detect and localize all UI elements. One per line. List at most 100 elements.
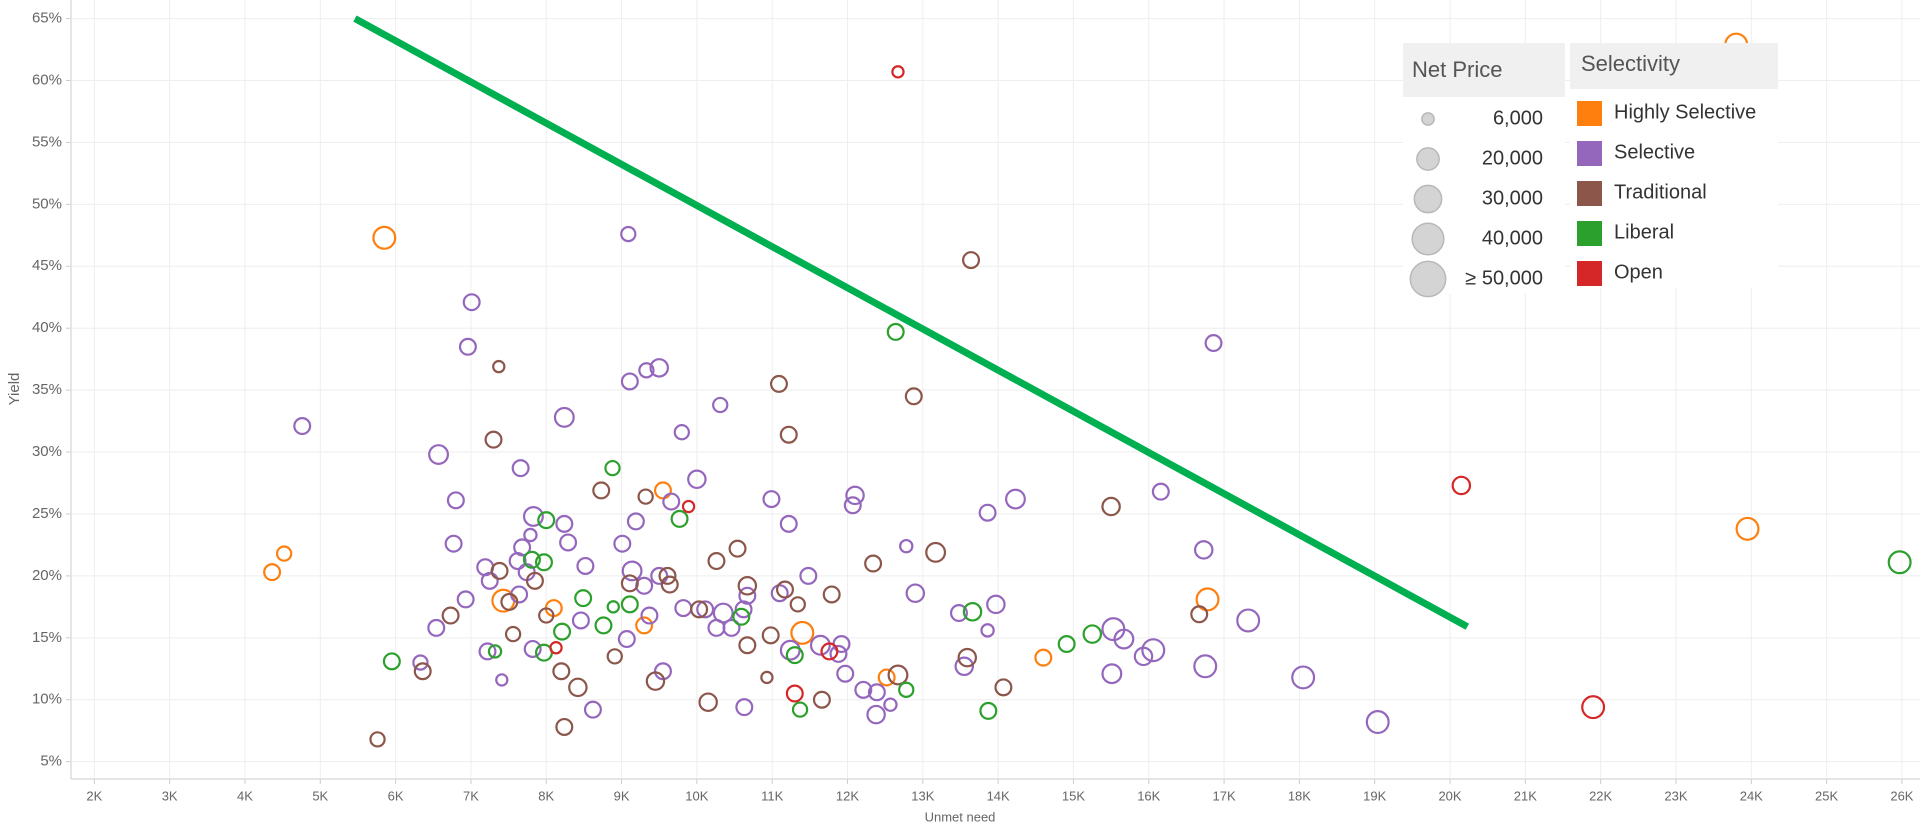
x-tick-label: 4K (237, 788, 253, 803)
data-point (845, 485, 865, 506)
size-legend-label: 30,000 (1482, 187, 1543, 209)
y-tick-label: 15% (32, 629, 62, 646)
y-tick-label: 20% (32, 567, 62, 584)
x-axis-title: Unmet need (925, 809, 996, 824)
data-point (553, 622, 572, 641)
data-point (980, 623, 995, 638)
data-point (637, 488, 654, 505)
x-tick-label: 13K (911, 788, 934, 803)
data-point (537, 511, 556, 530)
x-tick-label: 10K (685, 788, 708, 803)
data-point (770, 584, 789, 603)
data-point (994, 678, 1013, 697)
data-point (1204, 334, 1223, 353)
data-point (978, 503, 997, 522)
x-tick-label: 11K (761, 788, 783, 803)
data-point (620, 372, 639, 391)
legend-swatch (1577, 261, 1602, 286)
size-legend-circle (1411, 222, 1445, 256)
data-point (1195, 587, 1220, 612)
y-tick-label: 55% (32, 133, 62, 150)
data-point (1190, 605, 1209, 624)
x-tick-label: 3K (162, 788, 178, 803)
data-point (293, 417, 312, 436)
data-point (1141, 638, 1166, 663)
data-point (687, 469, 707, 490)
data-point (606, 648, 623, 665)
data-point (638, 362, 655, 379)
x-tick-label: 12K (836, 788, 859, 803)
data-point (891, 65, 905, 79)
y-axis-title: Yield (6, 373, 23, 406)
data-point (522, 505, 544, 527)
data-point (905, 583, 926, 603)
data-point (843, 496, 862, 515)
trend-line (353, 15, 1470, 630)
data-point (458, 337, 477, 356)
x-tick-label: 8K (538, 788, 554, 803)
data-point (738, 636, 757, 655)
data-point (538, 607, 555, 624)
data-point (620, 574, 639, 593)
data-point (986, 594, 1006, 615)
data-point (653, 481, 672, 500)
data-point (462, 293, 481, 312)
data-point (559, 533, 578, 552)
data-point (1365, 710, 1390, 735)
data-point (866, 704, 886, 725)
data-point (1101, 663, 1123, 685)
plot-area (263, 15, 1912, 748)
data-point (621, 560, 643, 582)
data-point (820, 642, 839, 661)
data-point (962, 251, 981, 270)
legend-label: Open (1614, 261, 1663, 283)
x-tick-label: 15K (1062, 788, 1085, 803)
data-point (696, 600, 715, 619)
data-point (673, 424, 690, 441)
x-tick-label: 25K (1815, 788, 1838, 803)
data-point (1113, 628, 1135, 650)
y-tick-label: 5% (40, 753, 62, 770)
data-point (534, 553, 553, 572)
data-point (790, 620, 815, 645)
data-point (649, 358, 669, 378)
data-point (275, 545, 293, 562)
legend-swatch (1577, 141, 1602, 166)
data-point (690, 600, 709, 619)
legend-label: Liberal (1614, 221, 1674, 243)
data-point (1291, 665, 1316, 690)
data-point (500, 592, 519, 611)
x-tick-label: 14K (987, 788, 1010, 803)
data-point (812, 690, 831, 709)
x-tick-label: 20K (1438, 788, 1461, 803)
x-tick-label: 24K (1740, 788, 1763, 803)
data-point (613, 534, 632, 553)
data-point (1034, 648, 1053, 667)
data-point (1057, 635, 1076, 654)
color-legend-header (1570, 43, 1778, 89)
data-point (1082, 624, 1103, 644)
data-point (954, 656, 974, 677)
data-point (760, 670, 774, 685)
data-point (789, 596, 806, 613)
data-point (785, 684, 804, 703)
data-point (650, 566, 669, 585)
data-point (904, 387, 923, 406)
data-point (412, 654, 429, 671)
data-point (979, 701, 998, 720)
x-tick-label: 23K (1664, 788, 1687, 803)
data-point (658, 566, 677, 585)
data-point (492, 359, 506, 374)
legend-label: Selective (1614, 141, 1695, 163)
data-point (883, 697, 898, 712)
data-point (732, 607, 751, 626)
data-point (829, 644, 848, 663)
data-point (707, 552, 726, 571)
legend-swatch (1577, 181, 1602, 206)
x-tick-label: 21K (1514, 788, 1537, 803)
x-tick-label: 22K (1589, 788, 1612, 803)
legend-swatch (1577, 101, 1602, 126)
x-tick-label: 18K (1288, 788, 1311, 803)
data-point (722, 618, 741, 637)
data-point (583, 700, 602, 719)
